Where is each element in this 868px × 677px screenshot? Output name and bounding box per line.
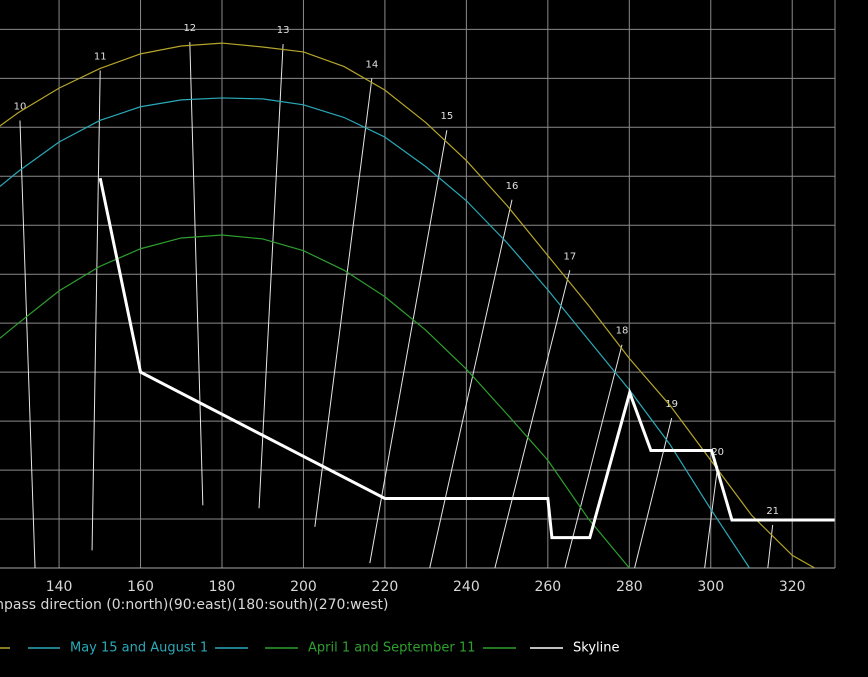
hour-line [429, 199, 513, 569]
hour-line [314, 78, 373, 527]
hour-line [767, 524, 774, 569]
hour-line [91, 70, 101, 551]
x-tick-label: 200 [290, 579, 317, 595]
series-line [98, 177, 835, 540]
hour-label: 11 [94, 52, 107, 63]
legend-label: Skyline [573, 641, 619, 656]
legend-label: April 1 and September 11 [308, 641, 475, 656]
series-line [0, 42, 815, 569]
hour-line [494, 270, 571, 569]
x-tick-label: 280 [616, 579, 643, 595]
hour-label: 21 [766, 506, 779, 517]
series-line [0, 234, 630, 569]
hour-label: 16 [506, 181, 519, 192]
hour-label: 19 [665, 399, 678, 410]
x-tick-label: 320 [779, 579, 806, 595]
hour-label: 12 [183, 23, 196, 34]
hour-label: 10 [14, 101, 27, 112]
hour-label: 17 [563, 251, 576, 262]
hour-line [189, 42, 204, 506]
hour-label: 18 [616, 326, 629, 337]
legend-label: May 15 and August 1 [70, 641, 208, 656]
x-tick-label: 180 [209, 579, 236, 595]
x-tick-label: 160 [127, 579, 154, 595]
hour-line [634, 418, 673, 569]
x-tick-label: 240 [453, 579, 480, 595]
hour-line [369, 130, 448, 564]
x-tick-label: 140 [46, 579, 73, 595]
hour-line [258, 44, 284, 509]
hour-label: 15 [440, 111, 453, 122]
hour-label: 13 [277, 25, 290, 36]
hour-label: 14 [366, 59, 379, 70]
x-tick-label: 220 [372, 579, 399, 595]
hour-line [564, 344, 623, 569]
hour-line [704, 466, 719, 569]
x-tick-label: 300 [697, 579, 724, 595]
x-axis-label: Compass direction (0:north)(90:east)(180… [0, 597, 389, 613]
series-line [0, 97, 750, 569]
hour-line [19, 120, 36, 569]
x-tick-label: 260 [534, 579, 561, 595]
hour-label: 20 [711, 447, 724, 458]
